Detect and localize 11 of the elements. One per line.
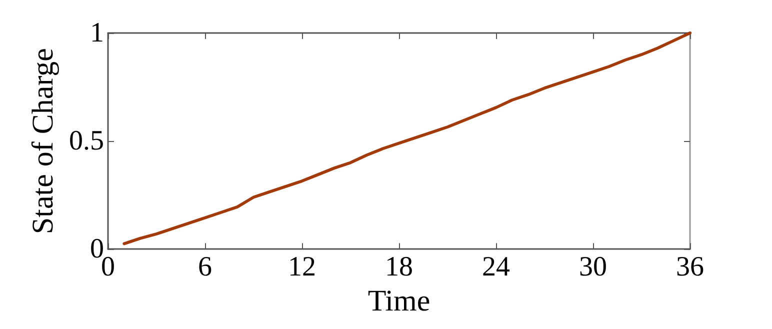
x-tick-label: 36 [676, 252, 704, 283]
y-axis-title: State of Charge [26, 48, 60, 234]
x-tick-label: 18 [385, 252, 413, 283]
line-series [122, 32, 692, 246]
x-tick-label: 12 [288, 252, 316, 283]
x-axis-title: Time [368, 284, 430, 318]
y-tick-label: 0.5 [69, 126, 104, 157]
x-tick-label: 24 [482, 252, 510, 283]
y-tick-label: 1 [90, 18, 104, 48]
x-tick-label: 30 [579, 252, 607, 283]
x-tick-label: 6 [198, 252, 212, 283]
